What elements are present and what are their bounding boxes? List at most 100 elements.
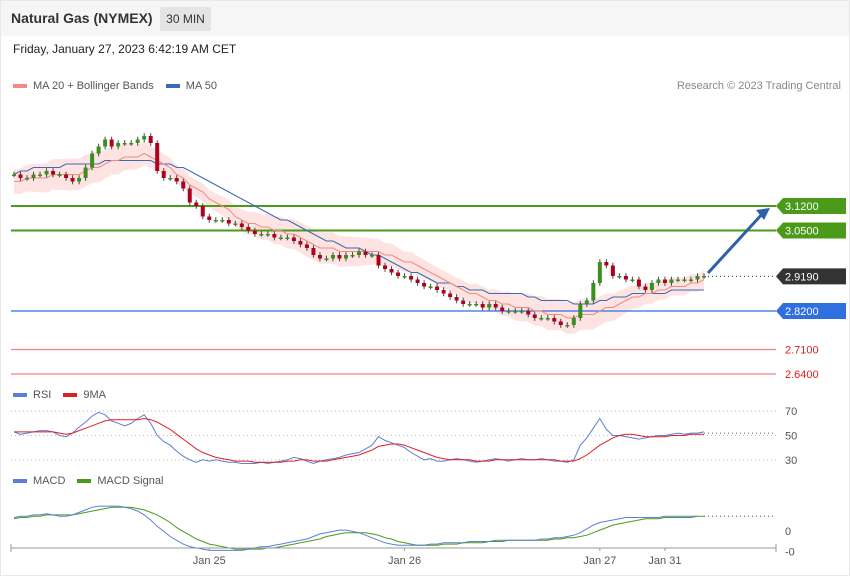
level-tag-3: [776, 303, 846, 319]
macd-signal-line: [13, 506, 704, 550]
candle-body: [174, 178, 179, 182]
candle-body: [187, 188, 192, 203]
x-axis-tick-label: Jan 26: [388, 555, 421, 567]
candle-body: [389, 269, 394, 273]
candle-body: [480, 304, 485, 308]
ma20-swatch: [13, 84, 27, 88]
macd-legend-label: MACD: [33, 475, 66, 487]
level-label-0: 3.1200: [785, 201, 819, 213]
candle-body: [317, 255, 322, 259]
candle-body: [409, 276, 414, 280]
candle-body: [343, 255, 348, 259]
macd-tick-label: -0: [785, 546, 795, 558]
x-axis-tick-label: Jan 27: [583, 555, 616, 567]
candle-body: [402, 276, 407, 278]
candle-body: [357, 251, 361, 255]
candle-body: [435, 286, 440, 290]
candle-body: [161, 171, 166, 178]
candle-body: [77, 178, 82, 182]
candle-body: [571, 318, 576, 325]
candle-body: [467, 304, 472, 306]
candle-body: [597, 262, 602, 283]
candle-body: [584, 300, 589, 304]
candle-body: [109, 139, 114, 147]
candle-body: [155, 143, 160, 171]
candle-body: [44, 171, 49, 175]
instrument-title: Natural Gas (NYMEX): [11, 10, 153, 26]
level-label-5: 2.6400: [785, 369, 819, 381]
rsi-tick-label: 30: [785, 455, 797, 467]
candle-body: [252, 230, 257, 234]
level-label-1: 3.0500: [785, 226, 819, 238]
candle-body: [168, 178, 173, 180]
candle-body: [18, 174, 23, 178]
candle-body: [304, 244, 309, 248]
candle-body: [278, 237, 283, 239]
candle-body: [695, 276, 700, 280]
candle-body: [630, 279, 635, 281]
header-bar: [0, 0, 850, 36]
candle-body: [422, 283, 427, 287]
candle-body: [662, 279, 667, 283]
ma20-legend-label: MA 20 + Bollinger Bands: [33, 80, 154, 92]
candle-body: [539, 318, 544, 320]
candle-body: [578, 304, 583, 318]
level-label-2: 2.9190: [785, 271, 819, 283]
candle-body: [129, 143, 134, 145]
candle-body: [57, 174, 62, 176]
forecast-arrow-head: [756, 208, 770, 220]
candle-body: [461, 300, 466, 304]
rsi-ma-line: [14, 417, 704, 463]
macd-signal-swatch: [77, 479, 92, 483]
level-tag-2: [776, 268, 846, 285]
candle-body: [298, 241, 303, 245]
candle-body: [142, 136, 147, 140]
candle-body: [200, 206, 205, 217]
ma50-line: [13, 160, 704, 305]
candle-body: [116, 143, 121, 147]
level-label-4: 2.7100: [785, 345, 819, 357]
rsi-tick-label: 50: [785, 431, 797, 443]
candle-body: [552, 318, 557, 322]
candle-body: [558, 321, 563, 325]
ma50-swatch: [165, 84, 180, 88]
candle-body: [441, 290, 446, 294]
candle-body: [688, 279, 693, 281]
candle-body: [25, 178, 30, 180]
source-credit: Research © 2023 Trading Central: [676, 80, 841, 92]
candle-body: [207, 216, 212, 220]
candle-body: [702, 276, 706, 278]
bollinger-band-area: [14, 141, 704, 334]
candle-body: [500, 307, 505, 311]
candle-body: [675, 279, 680, 281]
candle-body: [272, 234, 277, 238]
candle-body: [259, 234, 264, 236]
candle-body: [337, 255, 342, 259]
candle-body: [532, 314, 537, 318]
price-legend: MA 20 + Bollinger Bands MA 50: [13, 80, 229, 92]
candle-body: [448, 293, 453, 297]
candle-body: [103, 139, 108, 147]
level-tag-0: [776, 198, 846, 214]
candle-body: [643, 286, 648, 290]
rsi-legend: RSI 9MA: [13, 389, 118, 401]
candle-body: [265, 234, 270, 236]
candle-body: [376, 255, 381, 266]
level-tag-1: [776, 222, 846, 239]
candle-body: [246, 227, 251, 231]
ma20-line: [14, 152, 705, 319]
candle-body: [135, 139, 140, 143]
candle-body: [51, 171, 56, 175]
candle-body: [519, 311, 524, 313]
candle-body: [454, 297, 459, 301]
candle-body: [396, 272, 401, 276]
candle-body: [656, 279, 661, 283]
interval-selector[interactable]: 30 MIN: [160, 7, 211, 31]
candle-body: [90, 153, 95, 168]
candle-body: [239, 223, 244, 227]
candle-body: [513, 311, 518, 313]
candle-body: [38, 174, 43, 176]
candle-body: [122, 143, 127, 145]
candle-body: [226, 220, 231, 224]
